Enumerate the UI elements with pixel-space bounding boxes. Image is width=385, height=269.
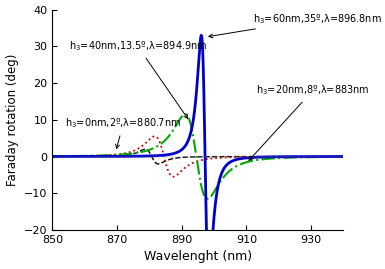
- Text: h$_3$=40nm,13.5º,λ=894.9nm: h$_3$=40nm,13.5º,λ=894.9nm: [69, 39, 207, 118]
- Text: h$_3$=60nm,35º,λ=896.8nm: h$_3$=60nm,35º,λ=896.8nm: [209, 12, 382, 38]
- Text: h$_3$=20nm,8º,λ=883nm: h$_3$=20nm,8º,λ=883nm: [249, 83, 370, 160]
- X-axis label: Wavelenght (nm): Wavelenght (nm): [144, 250, 252, 263]
- Text: h$_3$=0nm,2º,λ=880.7nm: h$_3$=0nm,2º,λ=880.7nm: [65, 116, 181, 148]
- Y-axis label: Faraday rotation (deg): Faraday rotation (deg): [5, 54, 18, 186]
